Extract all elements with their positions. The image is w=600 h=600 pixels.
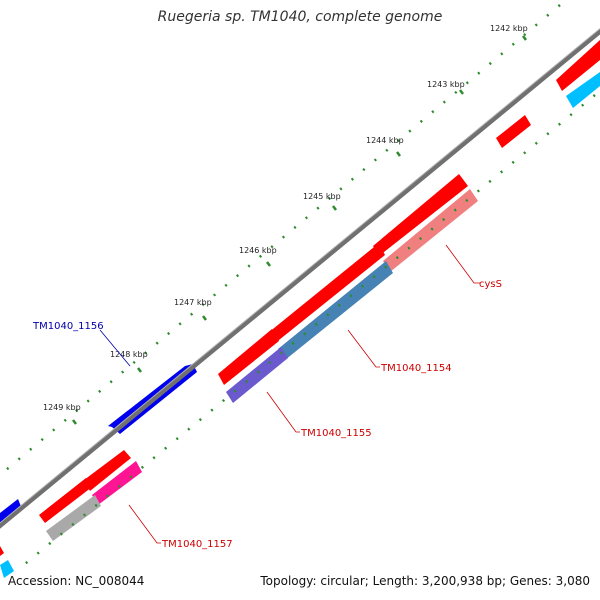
label-tm1040-1155[interactable]: TM1040_1155 xyxy=(300,428,372,439)
gene-tm1040-1157[interactable] xyxy=(39,478,92,523)
gene-forward-1243[interactable] xyxy=(496,115,531,148)
label-cyss[interactable]: cysS xyxy=(479,279,502,290)
genome-summary-text: Topology: circular; Length: 3,200,938 bp… xyxy=(260,574,590,588)
tick-1245 xyxy=(332,205,337,211)
leader-cyss xyxy=(445,244,480,284)
tick-label-1244: 1244 kbp xyxy=(366,136,404,145)
cog-bar-cyan-top xyxy=(566,72,600,108)
accession-text: Accession: NC_008044 xyxy=(8,574,145,588)
gene-cyss[interactable] xyxy=(373,174,468,256)
tick-label-1248: 1248 kbp xyxy=(110,350,148,359)
tick-1249 xyxy=(72,419,77,425)
gene-stub-left[interactable] xyxy=(0,546,4,556)
map-title: Ruegeria sp. TM1040, complete genome xyxy=(157,9,443,25)
label-tm1040-1156[interactable]: TM1040_1156 xyxy=(32,321,104,332)
tick-labels: 1242 kbp 1243 kbp 1244 kbp 1245 kbp 1246… xyxy=(43,24,528,412)
tick-1246 xyxy=(266,261,271,267)
backbone xyxy=(0,27,600,529)
gene-forward-lower-b[interactable] xyxy=(84,450,131,491)
cog-bar-steelblue xyxy=(278,261,393,360)
tick-label-1249: 1249 kbp xyxy=(43,403,81,412)
cog-bar-cyan-bottom xyxy=(0,560,14,578)
tick-marks xyxy=(72,35,527,425)
gene-reverse-left[interactable] xyxy=(0,499,22,523)
tick-1247 xyxy=(202,315,207,321)
leader-tm1040-1156 xyxy=(99,329,131,367)
gene-labels: cysS TM1040_1154 TM1040_1155 TM1040_1156… xyxy=(32,279,502,550)
tick-1242 xyxy=(522,35,527,41)
tick-label-1246: 1246 kbp xyxy=(239,246,277,255)
gene-forward-top-right[interactable] xyxy=(556,40,600,91)
cog-bar-grey xyxy=(46,495,101,541)
outer-dotted-ring xyxy=(0,4,561,476)
tick-label-1245: 1245 kbp xyxy=(303,192,341,201)
tick-1248 xyxy=(137,367,142,373)
label-tm1040-1157[interactable]: TM1040_1157 xyxy=(161,539,233,550)
tick-label-1242: 1242 kbp xyxy=(490,24,528,33)
cog-bar-purple xyxy=(226,347,288,403)
leader-tm1040-1154 xyxy=(347,329,380,368)
leader-tm1040-1157 xyxy=(128,504,161,544)
tick-1243 xyxy=(459,89,464,95)
leader-lines xyxy=(99,244,480,544)
leader-tm1040-1155 xyxy=(266,391,300,433)
label-tm1040-1154[interactable]: TM1040_1154 xyxy=(380,363,452,374)
tick-label-1243: 1243 kbp xyxy=(427,80,465,89)
gene-tm1040-1154[interactable] xyxy=(268,243,385,344)
tick-1244 xyxy=(396,151,401,157)
forward-strand-features xyxy=(39,40,600,523)
gene-tm1040-1155[interactable] xyxy=(218,329,279,385)
tick-label-1247: 1247 kbp xyxy=(174,298,212,307)
cog-bar-magenta xyxy=(92,461,142,505)
